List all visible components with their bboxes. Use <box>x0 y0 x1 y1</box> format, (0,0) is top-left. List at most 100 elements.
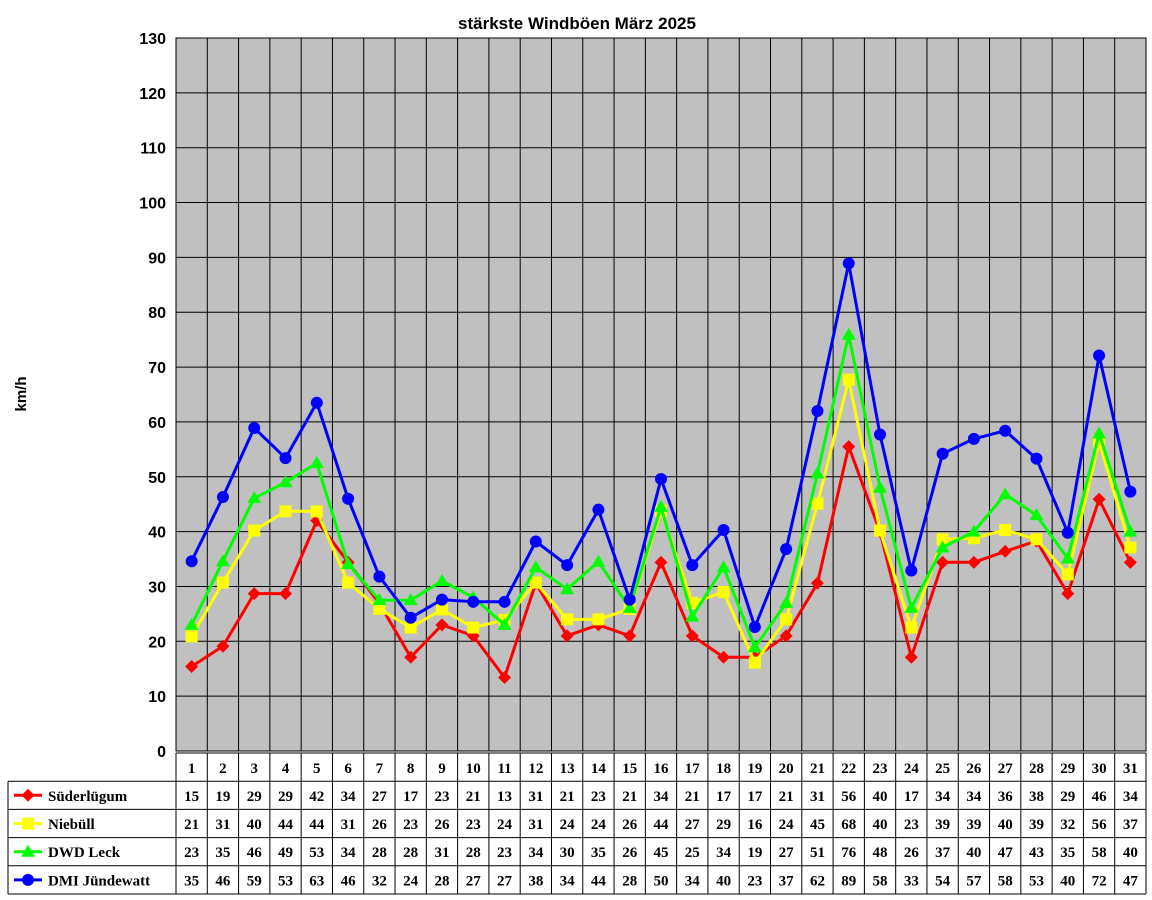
data-point <box>685 609 700 622</box>
data-point <box>341 556 356 569</box>
table-cell: 30 <box>560 845 575 861</box>
table-cell: 29 <box>1060 789 1075 805</box>
data-point <box>185 630 198 643</box>
table-cell: 23 <box>434 789 449 805</box>
y-tick-label: 30 <box>148 579 166 596</box>
table-cell: 62 <box>810 873 825 889</box>
data-point <box>467 621 480 634</box>
table-cell: 29 <box>247 789 262 805</box>
y-tick-label: 110 <box>140 141 166 158</box>
table-cell: 39 <box>1029 817 1044 833</box>
table-cell: 31 <box>434 845 449 861</box>
data-point <box>622 600 637 613</box>
data-point <box>998 544 1012 558</box>
table-cell: 46 <box>1092 789 1108 805</box>
data-point <box>1030 452 1043 465</box>
data-point <box>342 576 355 589</box>
table-cell: 28 <box>434 873 449 889</box>
data-point <box>873 480 888 493</box>
table-cell: 56 <box>1092 817 1108 833</box>
data-point <box>936 555 950 569</box>
data-point <box>342 492 355 505</box>
data-point <box>184 617 199 630</box>
table-cell: 34 <box>341 789 357 805</box>
table-cell: 23 <box>466 817 481 833</box>
table-cell: 38 <box>1029 789 1044 805</box>
table-cell: 34 <box>716 845 732 861</box>
data-point <box>748 621 761 634</box>
series-line <box>184 327 1138 653</box>
grid-lines <box>175 37 1147 752</box>
data-point <box>216 576 229 589</box>
table-cell: 48 <box>873 845 888 861</box>
table-cell: 57 <box>966 873 982 889</box>
y-tick-label: 120 <box>139 86 166 103</box>
table-cell: 31 <box>810 789 825 805</box>
data-point <box>528 560 543 573</box>
data-point <box>811 404 824 417</box>
table-cell: 38 <box>528 873 543 889</box>
table-cell: 21 <box>622 789 637 805</box>
x-tick-label: 5 <box>313 761 321 777</box>
x-tick-label: 7 <box>376 761 384 777</box>
data-point <box>404 611 417 624</box>
table-cell: 19 <box>215 789 230 805</box>
data-point <box>1030 533 1043 546</box>
table-cell: 47 <box>1123 873 1139 889</box>
data-point <box>529 576 542 589</box>
data-point <box>435 593 448 606</box>
table-cell: 26 <box>622 817 638 833</box>
data-point <box>936 447 949 460</box>
plot-area <box>175 37 1147 752</box>
table-cell: 26 <box>622 845 638 861</box>
table-cell: 28 <box>372 845 387 861</box>
x-tick-label: 29 <box>1060 761 1075 777</box>
legend-marker <box>22 817 34 830</box>
table-cell: 51 <box>810 845 825 861</box>
data-point <box>310 396 323 409</box>
data-point <box>467 595 480 608</box>
data-point <box>309 456 324 469</box>
table-cell: 44 <box>654 817 670 833</box>
x-tick-label: 4 <box>282 761 290 777</box>
table-cell: 44 <box>309 817 325 833</box>
data-point <box>842 373 855 386</box>
data-point <box>623 629 637 643</box>
table-cell: 27 <box>497 873 513 889</box>
table-cell: 23 <box>747 873 762 889</box>
table-cell: 58 <box>873 873 888 889</box>
data-point <box>373 570 386 583</box>
table-cell: 17 <box>904 789 920 805</box>
table-cell: 40 <box>873 817 888 833</box>
table-cell: 29 <box>716 817 731 833</box>
table-cell: 34 <box>935 789 951 805</box>
x-tick-label: 28 <box>1029 761 1044 777</box>
table-cell: 76 <box>841 845 857 861</box>
table-cell: 34 <box>528 845 544 861</box>
table-cell: 29 <box>278 789 293 805</box>
table-cell: 53 <box>309 845 324 861</box>
data-point <box>936 533 949 546</box>
table-cell: 31 <box>341 817 356 833</box>
data-point <box>779 629 793 643</box>
data-point <box>811 497 824 510</box>
data-point <box>842 440 856 454</box>
table-cell: 26 <box>372 817 388 833</box>
data-point <box>874 524 887 537</box>
series-name: DWD Leck <box>48 845 121 861</box>
data-point <box>560 582 575 595</box>
data-point <box>278 475 293 488</box>
data-point <box>904 650 918 664</box>
y-tick-label: 100 <box>139 196 166 213</box>
data-point <box>560 629 574 643</box>
data-point <box>1124 541 1137 554</box>
data-point <box>874 428 887 441</box>
table-cell: 47 <box>998 845 1014 861</box>
x-tick-label: 12 <box>528 761 543 777</box>
data-point <box>747 640 762 653</box>
data-point <box>404 650 418 664</box>
x-tick-label: 9 <box>438 761 446 777</box>
table-cell: 46 <box>215 873 231 889</box>
table-cell: 27 <box>779 845 795 861</box>
data-point <box>529 535 542 548</box>
